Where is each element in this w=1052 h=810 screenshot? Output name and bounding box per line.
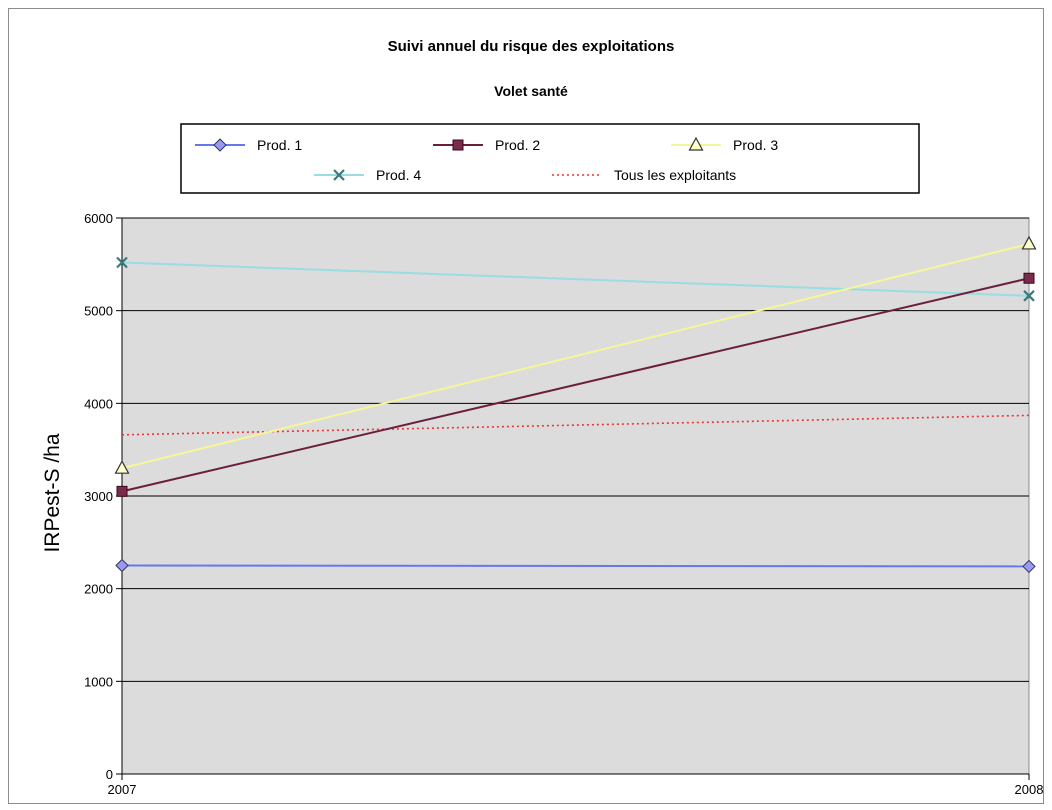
data-point: [1021, 235, 1037, 250]
legend-label: Tous les exploitants: [614, 167, 736, 183]
data-point: [115, 558, 129, 573]
legend-label: Prod. 4: [376, 167, 421, 183]
legend-marker: [452, 139, 464, 151]
x-marker-stroke: [116, 256, 128, 269]
series-3: [114, 235, 1037, 474]
data-point: [114, 459, 130, 474]
x-marker-stroke: [333, 169, 345, 181]
series-line: [121, 242, 1030, 470]
legend: Prod. 1 Prod. 2 Prod. 3 Prod. 4 Tous les exp…: [180, 123, 920, 194]
data-point: [1023, 290, 1035, 302]
y-tick-label: 6000: [84, 211, 113, 226]
chart-svg: Suivi annuel du risque des exploitations…: [41, 38, 1044, 797]
legend-item: Prod. 1: [195, 137, 302, 153]
legend-marker: [213, 138, 227, 152]
series-line: [121, 277, 1030, 493]
series-2: [116, 272, 1035, 497]
chart-frame: Suivi annuel du risque des exploitations…: [8, 8, 1044, 804]
legend-item: Prod. 4: [314, 167, 421, 183]
legend-marker: [688, 136, 704, 151]
data-point: [116, 485, 128, 497]
legend-item: Tous les exploitants: [552, 167, 736, 183]
legend-box: [180, 123, 920, 194]
x-tick-label: 2007: [108, 782, 137, 797]
x-marker-stroke: [1023, 290, 1035, 302]
y-tick-label: 3000: [84, 489, 113, 504]
data-point: [1023, 272, 1035, 284]
chart-subtitle: Volet santé: [494, 83, 568, 99]
series-line: [121, 564, 1030, 568]
series-1: [115, 558, 1036, 574]
legend-marker: [333, 169, 345, 181]
x-tick-label: 2008: [1015, 782, 1044, 797]
legend-label: Prod. 2: [495, 137, 540, 153]
data-point: [116, 256, 128, 269]
y-tick-label: 5000: [84, 304, 113, 319]
legend-label: Prod. 1: [257, 137, 302, 153]
y-tick-label: 1000: [84, 674, 113, 689]
series-4: [116, 256, 1035, 302]
y-axis-label: IRPest-S /ha: [41, 433, 64, 552]
series-line: [121, 261, 1030, 297]
data-point: [1022, 559, 1036, 574]
grid: [122, 217, 1029, 682]
series-layer: [114, 235, 1037, 574]
legend-item: Prod. 3: [671, 136, 778, 153]
chart-title: Suivi annuel du risque des exploitations: [388, 38, 675, 55]
y-tick-label: 0: [106, 767, 113, 782]
legend-item: Prod. 2: [433, 137, 540, 153]
legend-label: Prod. 3: [733, 137, 778, 153]
y-tick-label: 2000: [84, 582, 113, 597]
y-tick-label: 4000: [84, 396, 113, 411]
